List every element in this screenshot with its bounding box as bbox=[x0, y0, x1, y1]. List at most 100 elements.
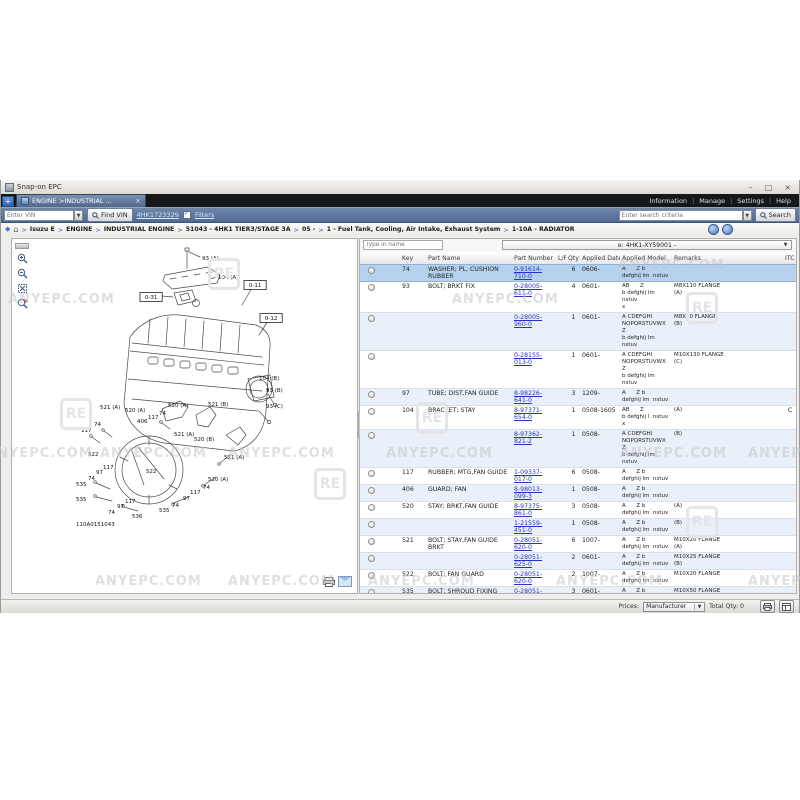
table-row[interactable]: 0-28155-013-0 1 0601- A CDEFGHI NOPQRSTUVWX… bbox=[360, 351, 796, 389]
email-icon[interactable] bbox=[338, 576, 352, 587]
parts-diagram[interactable]: 93 (A) 104 (A) 0-31 0-11 0-12 104 (B) 93 (B) 52… bbox=[12, 239, 357, 593]
part-number-link[interactable]: 8-97375-861-0 bbox=[514, 503, 543, 517]
table-row[interactable]: 8-97362-821-2 1 0508- A CDEFGHI NOPQRSTUVWX… bbox=[360, 430, 796, 468]
part-number-link[interactable]: 8-98013-099-3 bbox=[514, 486, 543, 500]
refresh-icon[interactable] bbox=[708, 224, 719, 235]
diagram-key-label[interactable]: 74 bbox=[172, 503, 179, 509]
diagram-key-label[interactable]: 74 bbox=[108, 510, 115, 516]
table-row[interactable]: 535 BOLT; SHROUD FIXING 0-28051-650-0 3 0601… bbox=[360, 587, 796, 593]
diagram-key-label[interactable]: 117 bbox=[81, 428, 92, 434]
diagram-key-label[interactable]: 97 bbox=[183, 496, 190, 502]
breadcrumb-item[interactable]: 51043 - 4HK1 TIER3/STAGE 3A bbox=[185, 226, 291, 233]
part-number-link[interactable]: 0-28051-620-0 bbox=[514, 537, 543, 551]
diagram-ref-label[interactable]: 0-11 bbox=[249, 283, 261, 289]
vin-input[interactable] bbox=[4, 209, 74, 221]
row-select-radio[interactable] bbox=[368, 521, 375, 528]
home-icon[interactable]: ⌂ bbox=[13, 224, 19, 234]
diagram-key-label[interactable]: 104 (B) bbox=[259, 376, 279, 382]
tab-close-icon[interactable]: × bbox=[135, 197, 141, 205]
breadcrumb-item[interactable]: 1 - Fuel Tank, Cooling, Air Intake, Exha… bbox=[326, 226, 501, 233]
table-row[interactable]: 522 BOLT; FAN GUARD 0-28051-620-0 2 1007- A Z… bbox=[360, 570, 796, 587]
tab-engine-industrial[interactable]: ENGINE >INDUSTRIAL ... × bbox=[16, 194, 146, 207]
column-header[interactable]: Part Name bbox=[428, 254, 461, 262]
filters-checkbox[interactable] bbox=[182, 210, 191, 219]
diagram-key-label[interactable]: 117 bbox=[148, 415, 159, 421]
part-number-link[interactable]: 8-98226-641-0 bbox=[514, 390, 543, 404]
breadcrumb-item[interactable]: 05 - bbox=[301, 226, 316, 233]
row-select-radio[interactable] bbox=[368, 391, 375, 398]
diagram-key-label[interactable]: 74 bbox=[88, 476, 95, 482]
diagram-key-label[interactable]: 536 bbox=[132, 514, 143, 520]
column-header[interactable]: Applied Model bbox=[622, 254, 666, 262]
part-number-link[interactable]: 0-28051-620-0 bbox=[514, 571, 543, 585]
diagram-key-label[interactable]: 117 bbox=[190, 490, 201, 496]
part-number-link[interactable]: 0-28051-650-0 bbox=[514, 588, 543, 593]
price-type-select[interactable]: Manufacturer ▼ bbox=[643, 601, 706, 612]
diagram-ref-box[interactable] bbox=[243, 280, 267, 290]
diagram-key-label[interactable]: 74 bbox=[94, 422, 101, 428]
column-header[interactable]: ITC bbox=[785, 254, 795, 262]
row-select-radio[interactable] bbox=[368, 589, 375, 593]
row-select-radio[interactable] bbox=[368, 267, 375, 274]
printer-icon[interactable] bbox=[323, 576, 335, 587]
table-row[interactable]: 406 GUARD; FAN 8-98013-099-3 1 0508- A Z b de… bbox=[360, 485, 796, 502]
row-select-radio[interactable] bbox=[368, 315, 375, 322]
column-header[interactable]: Part Number bbox=[514, 254, 554, 262]
diagram-key-label[interactable]: 521 (A) bbox=[174, 432, 194, 438]
diagram-key-label[interactable]: 521 (A) bbox=[224, 455, 244, 461]
part-name-filter-input[interactable] bbox=[363, 240, 443, 250]
table-row[interactable]: 521 BOLT; STAY,FAN GUIDE BRKT 0-28051-620-… bbox=[360, 536, 796, 553]
row-select-radio[interactable] bbox=[368, 504, 375, 511]
diagram-key-label[interactable]: 93 (C) bbox=[266, 404, 283, 410]
new-tab-button[interactable]: + bbox=[2, 196, 14, 207]
fit-page-icon[interactable] bbox=[17, 283, 28, 294]
diagram-key-label[interactable]: 520 (A) bbox=[208, 477, 228, 483]
table-row[interactable]: 97 TUBE; DIST,FAN GUIDE 8-98226-641-0 3 1209… bbox=[360, 389, 796, 406]
diagram-key-label[interactable]: 522 bbox=[88, 452, 99, 458]
vin-dropdown-icon[interactable]: ▼ bbox=[74, 209, 83, 221]
zoom-select-icon[interactable] bbox=[17, 298, 28, 309]
row-select-radio[interactable] bbox=[368, 353, 375, 360]
close-button[interactable]: × bbox=[784, 182, 791, 192]
search-input[interactable] bbox=[618, 209, 743, 221]
menu-item-settings[interactable]: Settings bbox=[737, 196, 764, 205]
zoom-in-icon[interactable] bbox=[17, 253, 28, 264]
diagram-ref-box[interactable] bbox=[139, 292, 163, 302]
table-row[interactable]: 74 WASHER; PL, CUSHION RUBBER 0-91614-710-… bbox=[360, 264, 796, 282]
column-header[interactable]: Applied Date bbox=[582, 254, 620, 262]
zoom-out-icon[interactable] bbox=[17, 268, 28, 279]
breadcrumb-item[interactable]: INDUSTRIAL ENGINE bbox=[103, 226, 175, 233]
table-row[interactable]: 0-28051-625-0 2 0601- A Z b defghij lm nstu… bbox=[360, 553, 796, 570]
diagram-key-label[interactable]: 521 (B) bbox=[208, 402, 228, 408]
diagram-key-label[interactable]: 535 bbox=[76, 482, 87, 488]
find-vin-button[interactable]: Find VIN bbox=[87, 208, 133, 222]
row-select-radio[interactable] bbox=[368, 284, 375, 291]
row-select-radio[interactable] bbox=[368, 470, 375, 477]
part-number-link[interactable]: 8-97371-654-0 bbox=[514, 407, 543, 421]
table-row[interactable]: 1-21559-451-0 1 0508- A Z b defghij lm nstu… bbox=[360, 519, 796, 536]
column-header[interactable]: Key bbox=[402, 254, 414, 262]
part-number-link[interactable]: 0-28051-625-0 bbox=[514, 554, 543, 568]
diagram-key-label[interactable]: 110A0151043 bbox=[76, 522, 115, 528]
model-variant-dropdown[interactable]: e: 4HK1-XY59001 - ▼ bbox=[502, 240, 792, 250]
part-number-link[interactable]: 1-09337-017-0 bbox=[514, 469, 543, 483]
diagram-key-label[interactable]: 117 bbox=[125, 499, 136, 505]
diagram-key-label[interactable]: 93 (B) bbox=[266, 388, 283, 394]
menu-item-help[interactable]: Help bbox=[776, 196, 791, 205]
menu-item-manage[interactable]: Manage bbox=[699, 196, 726, 205]
nav-diamond-icon[interactable]: ◆ bbox=[5, 225, 11, 233]
column-header[interactable]: Qty bbox=[568, 254, 579, 262]
part-number-link[interactable]: 0-91614-710-0 bbox=[514, 266, 543, 280]
diagram-key-label[interactable]: 74 bbox=[159, 411, 166, 417]
search-button[interactable]: Search bbox=[754, 208, 796, 222]
diagram-key-label[interactable]: 406 bbox=[137, 419, 148, 425]
toolbar-grip[interactable] bbox=[15, 243, 29, 249]
part-number-link[interactable]: 8-97362-821-2 bbox=[514, 431, 543, 445]
export-button[interactable] bbox=[779, 600, 794, 613]
table-row[interactable]: 104 BRACKET; STAY 8-97371-654-0 1 0508-1605 A… bbox=[360, 406, 796, 430]
diagram-key-label[interactable]: 97 bbox=[96, 470, 103, 476]
breadcrumb-item[interactable]: Isuzu E bbox=[29, 226, 55, 233]
filters-link[interactable]: Filters bbox=[194, 211, 215, 219]
diagram-key-label[interactable]: 520 (A) bbox=[125, 408, 145, 414]
part-number-link[interactable]: 1-21559-451-0 bbox=[514, 520, 543, 534]
